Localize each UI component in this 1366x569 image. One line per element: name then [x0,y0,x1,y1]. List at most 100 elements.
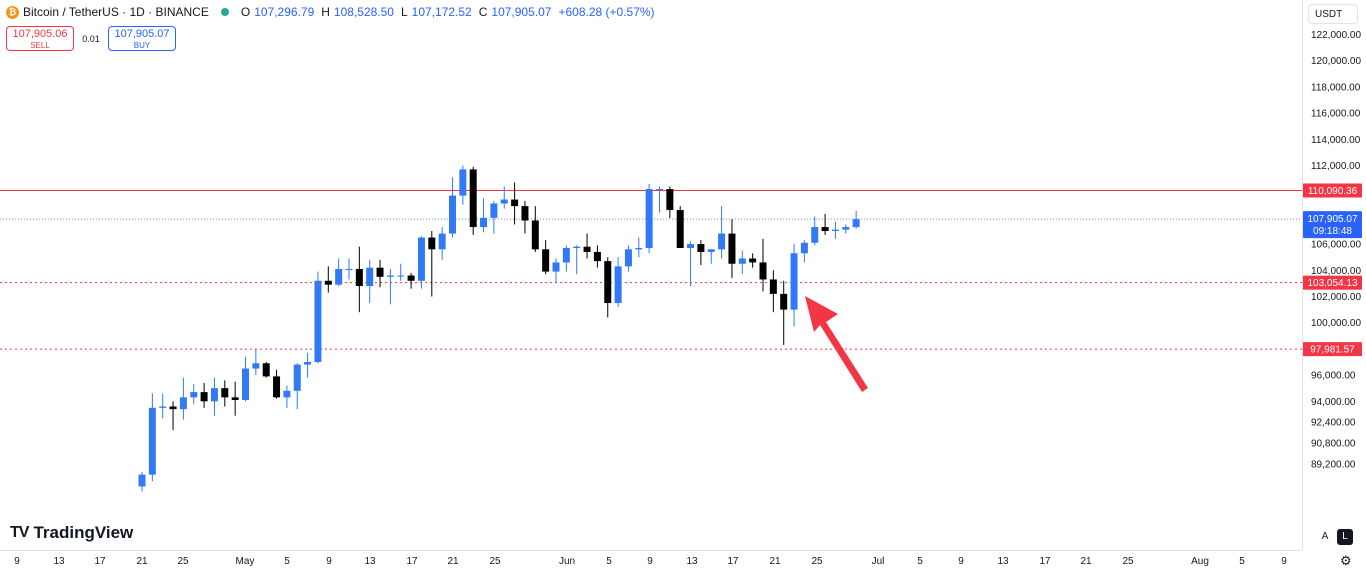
sell-button[interactable]: 107,905.06 SELL [6,26,74,51]
candle-body [159,406,167,408]
candle-body [676,210,684,249]
buy-button[interactable]: 107,905.07 BUY [108,26,176,51]
candle-body [221,388,229,398]
y-tick-label: 118,000.00 [1311,82,1361,93]
candle-body [521,206,529,221]
x-tick-label: Jul [872,556,885,567]
x-tick-label: 17 [727,556,739,567]
x-tick-label: 9 [326,556,332,567]
level-label: 103,054.13 [1307,278,1357,289]
candle-body [242,368,249,400]
y-tick-label: 112,000.00 [1311,161,1361,172]
candle-body [428,237,436,250]
x-tick-label: Jun [559,556,575,567]
x-tick-label: 9 [958,556,964,567]
tradingview-logo-icon: TV [10,524,29,541]
candle-body [852,219,860,228]
x-tick-label: 5 [284,556,290,567]
x-tick-label: 25 [489,556,501,567]
candle-body [210,388,218,402]
level-label: 110,090.36 [1308,186,1358,197]
x-tick-label: 25 [811,556,823,567]
x-tick-label: Aug [1191,556,1209,567]
x-tick-label: 21 [1080,556,1092,567]
x-tick-label: 9 [14,556,20,567]
candle-body [573,246,581,249]
candle-body [262,363,270,377]
y-tick-label: 106,000.00 [1311,240,1361,251]
candle-body [169,406,177,410]
x-tick-label: 5 [917,556,923,567]
candle-body [190,392,198,398]
candle-body [562,248,570,263]
y-tick-label: 102,000.00 [1311,292,1361,303]
high-value: 108,528.50 [333,5,394,19]
y-tick-label: 100,000.00 [1311,318,1361,329]
auto-scale-button[interactable]: A [1317,529,1333,545]
y-tick-label: 122,000.00 [1311,30,1361,41]
x-tick-label: 21 [447,556,459,567]
sell-price: 107,905.06 [12,28,68,40]
candle-body [397,275,405,277]
candle-body [366,267,374,287]
x-tick-label: 5 [1239,556,1245,567]
candle-body [697,244,705,252]
candle-body [583,246,591,252]
level-label-bg [1303,275,1362,290]
candle-body [831,229,839,231]
tradingview-logo: TV TradingView [10,523,133,543]
sell-label: SELL [30,41,50,50]
candle-body [345,268,353,270]
candle-body [469,169,477,228]
y-tick-label: 89,200.00 [1311,460,1356,471]
y-tick-label: 90,800.00 [1311,439,1356,450]
candle-body [376,267,384,277]
candle-body [304,361,312,365]
candle-body [511,199,519,207]
x-tick-label: 21 [136,556,148,567]
low-label: L [400,5,408,19]
candle-body [728,233,736,264]
candle-body [790,253,798,310]
candle-body [438,233,446,250]
x-tick-label: 25 [1122,556,1134,567]
candle-body [407,275,415,281]
log-scale-button[interactable]: L [1337,529,1353,545]
open-label: O [240,5,251,19]
symbol-legend: ₿ Bitcoin / TetherUS · 1D · BINANCE O 107… [6,5,658,19]
close-label: C [478,5,488,19]
low-value: 107,172.52 [411,5,472,19]
candle-body [552,262,560,272]
buy-label: BUY [133,41,151,50]
candle-body [593,251,601,262]
candle-body [335,268,343,285]
candle-body [500,199,508,204]
candle-body [759,262,767,280]
candle-body [821,227,829,231]
candle-body [386,275,394,277]
candle-body [811,227,819,243]
countdown-label: 09:18:48 [1313,226,1352,237]
candle-body [769,279,777,294]
candle-body [273,376,281,398]
x-tick-label: 13 [686,556,698,567]
x-tick-label: 13 [997,556,1009,567]
level-label-bg [1303,342,1362,357]
open-value: 107,296.79 [254,5,315,19]
level-label-bg [1303,183,1362,198]
market-open-icon [220,8,229,16]
level-label: 97,981.57 [1310,345,1355,356]
gear-icon[interactable]: ⚙ [1340,553,1352,568]
currency-selector[interactable]: USDT [1308,4,1358,24]
trade-panel: 107,905.06 SELL 0.01 107,905.07 BUY [6,26,176,51]
x-tick-label: May [236,556,255,567]
y-tick-label: 96,000.00 [1311,371,1356,382]
current-price-label: 107,905.07 [1307,214,1357,225]
candle-body [283,390,291,398]
y-tick-label: 116,000.00 [1311,109,1361,120]
x-tick-label: 13 [53,556,65,567]
x-tick-label: 5 [606,556,612,567]
candle-body [179,397,187,410]
symbol-title[interactable]: Bitcoin / TetherUS · 1D · BINANCE [23,5,209,19]
